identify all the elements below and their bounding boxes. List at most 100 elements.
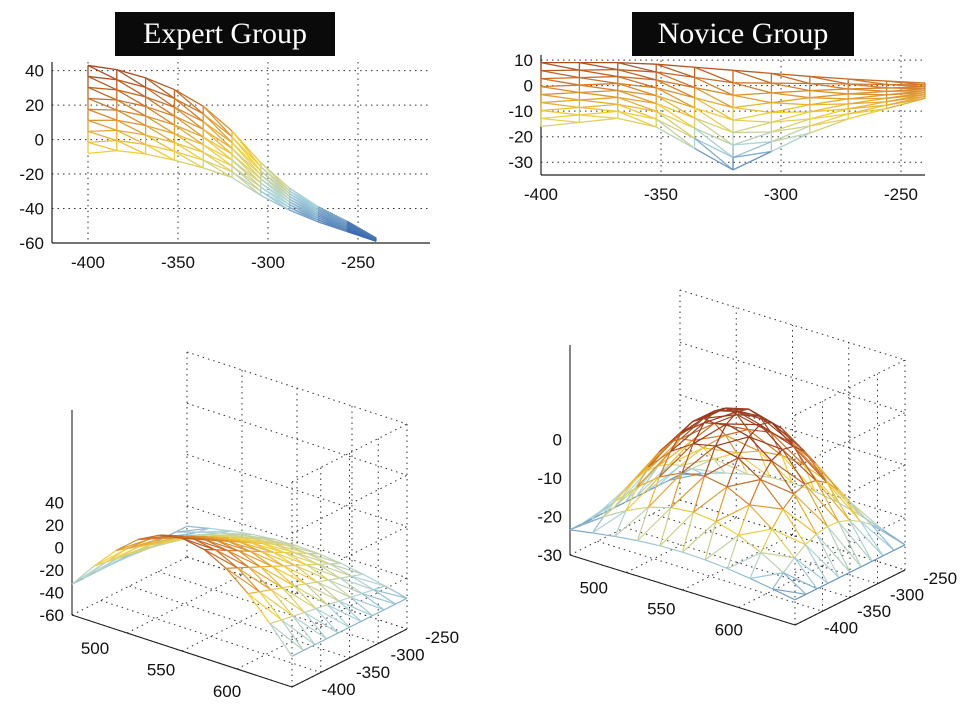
expert-side-mesh-edge: [145, 86, 175, 108]
expert-side-mesh-edge: [202, 136, 233, 161]
novice-side-mesh-edge: [694, 137, 734, 171]
novice-3d-mesh-edge: [670, 472, 683, 508]
expert-3d-mesh-edge: [306, 564, 341, 579]
expert-3d-mesh-edge: [216, 539, 251, 552]
expert-side-mesh-edge: [231, 130, 262, 168]
novice-3d-mesh-edge: [860, 520, 895, 551]
novice-side-mesh-edge: [655, 71, 695, 89]
expert-3d-y-tick-label: -250: [425, 628, 459, 647]
novice-side-mesh-edge: [617, 75, 657, 89]
expert-3d-mesh-edge: [260, 566, 283, 589]
novice-3d-mesh-edge: [624, 496, 637, 503]
expert-3d-mesh-edge: [93, 549, 117, 567]
expert-3d-mesh-edge: [226, 549, 261, 568]
expert-3d-mesh-edge: [203, 549, 227, 569]
novice-side-mesh-edge: [579, 84, 618, 92]
expert-side-mesh-edge: [231, 147, 262, 180]
novice-side-mesh-edge: [579, 62, 618, 71]
expert-3d-mesh-edge: [238, 550, 273, 567]
expert-3d-mesh-edge: [248, 566, 272, 591]
expert-side-mesh-edge: [231, 153, 262, 184]
expert-3d-mesh-edge: [260, 566, 295, 587]
novice-side-x-tick-label: -300: [764, 185, 798, 204]
novice-side-mesh-edge: [579, 75, 618, 79]
novice-3d-y-tick-label: -300: [890, 586, 924, 605]
novice-3d-mesh-edge: [715, 436, 750, 447]
novice-3d-mesh-edge: [681, 472, 705, 477]
expert-side-mesh-edge: [87, 108, 118, 121]
expert-side-mesh-edge: [145, 134, 175, 144]
expert-3d-mesh-edge: [271, 565, 295, 587]
novice-3d-mesh-edge: [680, 438, 693, 442]
expert-3d-mesh-edge: [328, 579, 363, 595]
novice-side-mesh-edge: [694, 107, 734, 134]
novice-side-mesh-edge: [732, 102, 772, 109]
expert-3d-mesh-edge: [384, 585, 408, 599]
novice-3d-mesh-edge: [713, 452, 737, 460]
expert-side-mesh-edge: [145, 86, 175, 100]
expert-3d-mesh-edge: [259, 591, 294, 617]
expert-3d-mesh-edge: [306, 564, 329, 581]
expert-side-mesh-edge: [174, 142, 204, 161]
novice-3d-mesh-edge: [871, 555, 884, 562]
novice-side-mesh-edge: [579, 114, 618, 119]
expert-3d-mesh-edge: [204, 539, 239, 552]
novice-3d-mesh-edge: [794, 544, 806, 559]
novice-side-mesh-edge: [809, 113, 849, 127]
novice-side-mesh-edge: [655, 102, 695, 119]
novice-side-mesh-edge: [732, 150, 772, 171]
novice-side-mesh-edge: [732, 94, 772, 104]
expert-3d-mesh-edge: [326, 632, 339, 640]
novice-3d-mesh-edge: [736, 414, 749, 430]
novice-3d-mesh-edge: [783, 557, 795, 574]
novice-3d-mesh-edge: [704, 457, 739, 477]
novice-3d-mesh-edge: [726, 457, 739, 488]
expert-3d-mesh-edge: [239, 541, 274, 553]
expert-side-mesh-edge: [202, 144, 233, 161]
novice-3d-mesh-edge: [659, 507, 672, 547]
expert-side-x-tick-label: -250: [341, 253, 375, 272]
expert-3d-y-tick-label: -300: [391, 645, 425, 664]
novice-side-y-tick-label: 10: [514, 51, 533, 70]
novice-3d-mesh-edge: [805, 533, 817, 546]
expert-3d-mesh-edge: [303, 644, 316, 651]
novice-3d-x-tick-label: 550: [647, 600, 675, 619]
novice-3d-mesh-edge: [804, 484, 829, 527]
novice-3d-mesh-edge: [647, 450, 671, 468]
novice-3d-mesh-edge: [625, 506, 649, 512]
expert-side-mesh-edge: [202, 167, 233, 179]
expert-3d-mesh-edge: [340, 562, 364, 575]
expert-3d-mesh-edge: [237, 567, 260, 593]
novice-side-mesh-edge: [655, 126, 695, 150]
expert-3d-mesh-edge: [395, 597, 408, 605]
novice-3d-mesh-edge: [827, 526, 862, 568]
novice-side-x-tick-label: -250: [884, 185, 918, 204]
novice-3d-mesh-edge: [815, 480, 828, 484]
expert-side-mesh-edge: [174, 124, 204, 138]
expert-side-mesh-edge: [87, 139, 117, 144]
expert-side-mesh-edge: [145, 115, 175, 135]
expert-3d-mesh-edge: [327, 600, 340, 606]
expert-3d-mesh-edge: [294, 564, 329, 581]
expert-3d-mesh-edge: [304, 611, 339, 634]
expert-3d-mesh-edge: [316, 581, 340, 602]
expert-3d-mesh-edge: [215, 549, 238, 569]
novice-3d-y-tick-label: -350: [857, 602, 891, 621]
novice-3d-mesh-edge: [749, 577, 773, 590]
expert-3d-mesh-edge: [362, 573, 386, 587]
expert-3d-mesh-edge: [293, 585, 317, 610]
novice-3d-mesh-edge: [614, 506, 649, 537]
novice-3d-mesh-edge: [725, 407, 760, 417]
expert-side-mesh-edge: [87, 130, 117, 142]
expert-side-mesh-edge: [116, 68, 146, 79]
novice-side-mesh-edge: [617, 110, 657, 120]
novice-3d-mesh-edge: [882, 549, 895, 557]
expert-3d-mesh-edge: [328, 579, 351, 598]
novice-side-mesh-edge: [655, 79, 695, 99]
expert-side-mesh-edge: [145, 105, 175, 126]
novice-side-mesh-edge: [732, 141, 772, 146]
novice-side-mesh-edge: [732, 69, 772, 75]
novice-side-mesh-edge: [694, 86, 734, 109]
novice-side-mesh-edge: [656, 87, 695, 99]
novice-side-mesh-edge: [732, 119, 772, 123]
